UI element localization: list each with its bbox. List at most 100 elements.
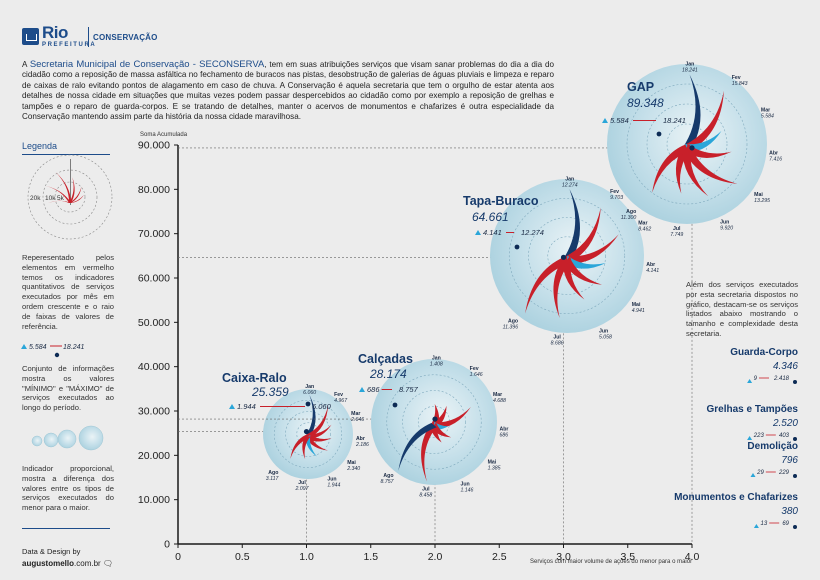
y-tick-label: 30.000	[138, 406, 170, 418]
other-min-value: 29	[756, 470, 764, 476]
month-label: Abr	[356, 436, 365, 442]
month-petal	[564, 256, 602, 285]
x-tick-label: 3.5	[620, 551, 635, 563]
logo-text: Rio	[42, 23, 68, 42]
month-label: Jan	[685, 62, 694, 68]
other-min-value: 9	[754, 376, 758, 382]
min-value: 5.584	[610, 116, 629, 125]
min-value: 1.944	[237, 402, 256, 411]
month-label: Ago	[383, 473, 393, 479]
month-petal	[290, 434, 310, 459]
credit-site[interactable]: augustomello.com.br 🗨	[22, 559, 113, 568]
legend-ring	[27, 154, 113, 240]
intro-paragraph: A Secretaria Municipal de Conservação - …	[22, 59, 554, 122]
min-value: 4.141	[483, 228, 502, 237]
max-value: 6.060	[312, 402, 332, 411]
x-tick-label: 1.5	[363, 551, 378, 563]
y-tick-label: 70.000	[138, 228, 170, 240]
month-label: Jan	[565, 176, 574, 182]
month-label: Mar	[638, 221, 647, 227]
series-ring	[285, 411, 331, 457]
series-name: Caixa-Ralo	[222, 371, 287, 385]
x-tick-label: 4.0	[685, 551, 700, 563]
month-label: Abr	[500, 426, 509, 432]
legend-petal	[55, 172, 71, 203]
series-point	[560, 254, 567, 260]
series-point	[303, 428, 310, 435]
x-tick-label: 1.0	[299, 551, 314, 563]
x-tick-label: 0.5	[235, 551, 250, 563]
max-value: 12.274	[521, 228, 544, 237]
month-label: Mai	[488, 459, 497, 465]
other-max-value: 69	[782, 521, 789, 527]
other-min-marker	[747, 436, 753, 440]
y-tick-label: 60.000	[138, 273, 170, 285]
other-max-marker	[793, 474, 797, 478]
series-point	[432, 416, 438, 422]
legend-text-proportion: Indicador proporcional, mostra a diferen…	[22, 464, 114, 513]
month-petal	[421, 424, 438, 482]
month-value: 1.146	[460, 487, 473, 493]
month-value: 2.186	[355, 442, 369, 448]
month-label: Jun	[460, 481, 469, 487]
legend-ring	[42, 169, 98, 225]
other-max-value: 2.418	[773, 376, 790, 382]
min-marker	[229, 404, 235, 409]
legend-min-value: 5.584	[29, 344, 47, 351]
other-services-note: Além dos serviços executados por esta se…	[686, 280, 798, 338]
legend-size-circle	[57, 429, 77, 449]
month-value: 4.967	[334, 398, 348, 404]
max-marker	[514, 244, 520, 250]
month-petal	[562, 189, 581, 260]
legend-petal	[69, 195, 84, 203]
y-axis-label: Soma Acumulada	[140, 132, 188, 138]
credit-site-rest: .com.br	[74, 559, 101, 568]
month-value: 18.241	[682, 68, 698, 74]
legend-size-circle	[78, 425, 104, 451]
month-label: Jan	[432, 355, 441, 361]
series-ring	[626, 83, 748, 205]
month-value: 4.688	[493, 398, 506, 404]
month-label: Mar	[493, 392, 502, 398]
month-value: 9.703	[610, 195, 623, 201]
month-label: Mai	[347, 460, 356, 466]
month-label: Jun	[599, 329, 608, 335]
series-total: 25.359	[251, 385, 289, 399]
series-ring	[508, 197, 626, 315]
rio-logo-icon	[22, 28, 39, 45]
month-petal	[566, 255, 606, 269]
month-label: Jul	[298, 480, 306, 486]
month-label: Jul	[422, 486, 430, 492]
month-label: Mai	[632, 302, 641, 308]
month-petal	[525, 257, 571, 314]
series-total: 89.348	[627, 96, 664, 110]
series-total: 28.174	[369, 367, 407, 381]
other-min-value: 223	[753, 433, 765, 439]
month-label: Fev	[470, 366, 479, 372]
series-ring	[273, 399, 343, 469]
other-max-value: 229	[778, 470, 790, 476]
legend-divider-bottom	[22, 528, 110, 529]
month-petal	[305, 435, 317, 457]
intro-article: A	[22, 60, 30, 69]
legend-text-minmax: Conjunto de informações mostra os valore…	[22, 364, 114, 413]
month-label: Jul	[553, 335, 561, 341]
series-name: Tapa-Buraco	[463, 194, 539, 208]
logo-subtitle: PREFEITURA	[42, 42, 97, 48]
series-name: Calçadas	[358, 352, 413, 366]
max-value: 18.241	[663, 116, 686, 125]
month-value: 8.458	[419, 492, 432, 498]
legend-ring-label: 5k	[57, 195, 65, 202]
legend-petal	[69, 177, 75, 203]
month-label: Mai	[754, 192, 763, 198]
series-name: GAP	[627, 80, 654, 94]
month-value: 2.646	[350, 417, 364, 423]
month-label: Ago	[268, 470, 278, 476]
y-tick-label: 20.000	[138, 450, 170, 462]
other-service-total: 380	[781, 506, 798, 517]
legend-size-circle	[43, 432, 59, 448]
other-service-name: Guarda-Corpo	[730, 347, 798, 358]
month-petal	[553, 259, 572, 318]
other-service-name: Demolição	[747, 441, 798, 452]
month-petal	[675, 147, 692, 194]
